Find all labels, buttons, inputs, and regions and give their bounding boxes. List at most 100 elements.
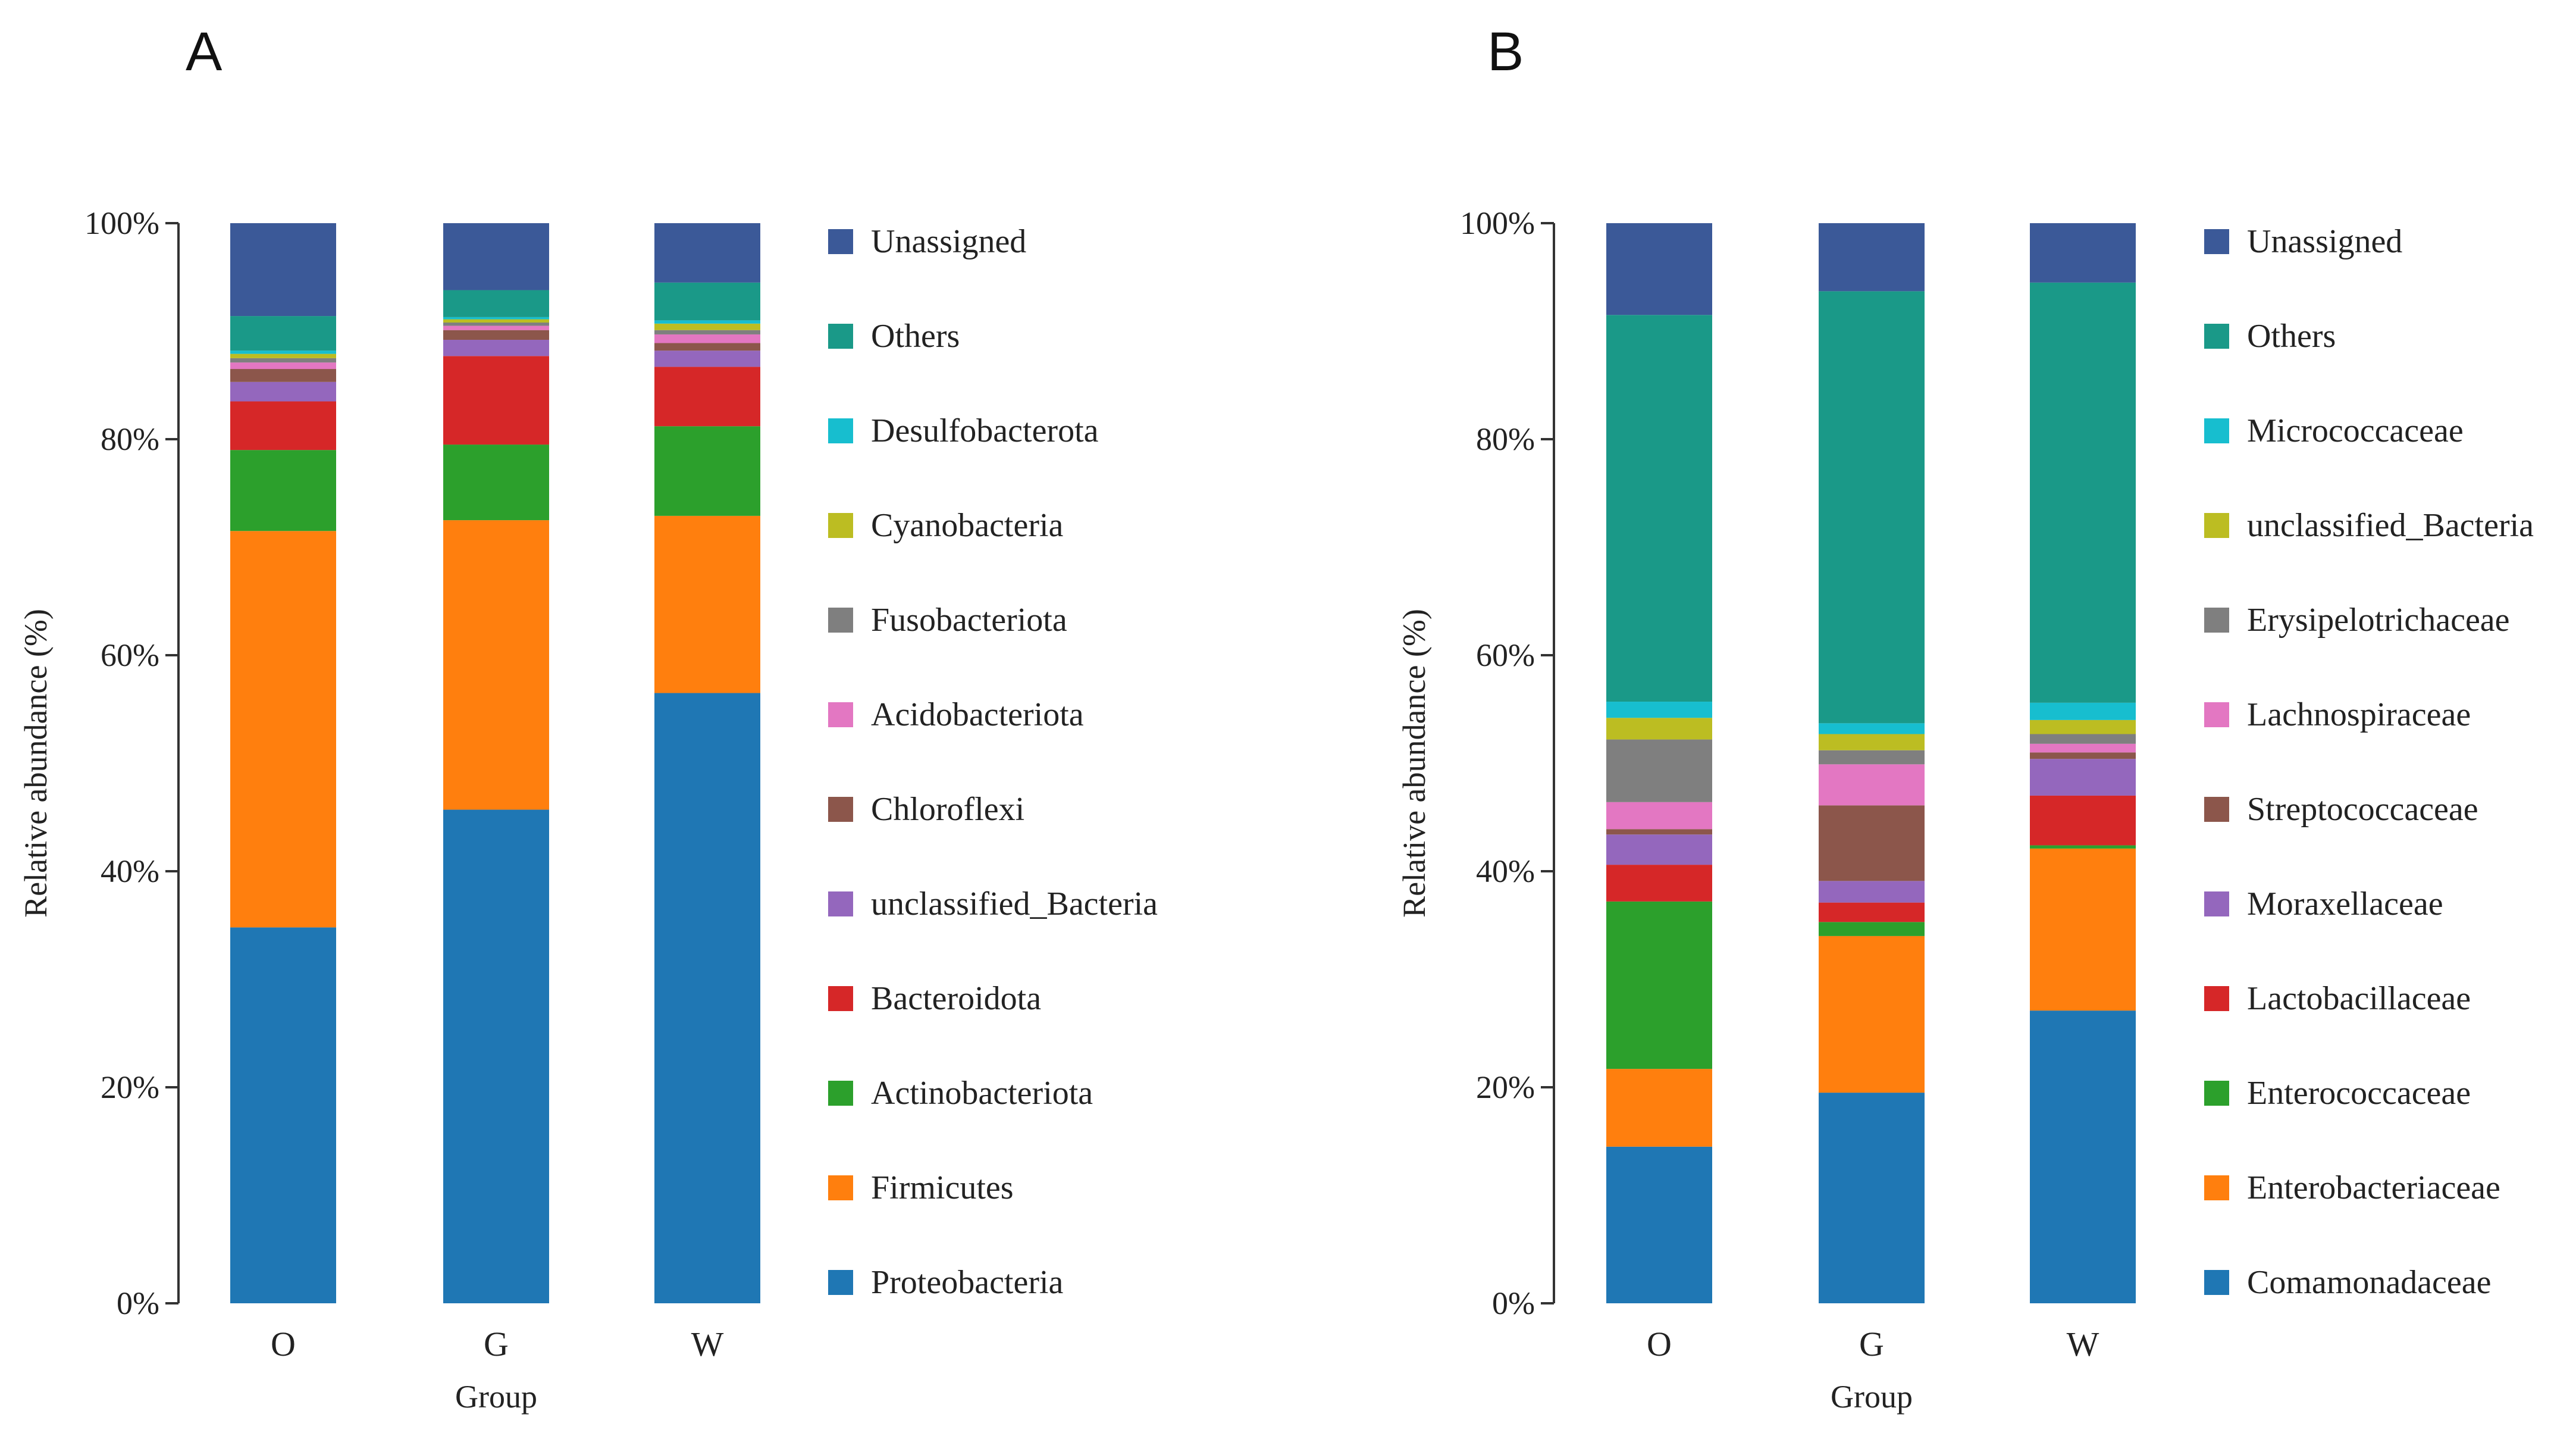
legend-item-chloroflexi: Chloroflexi [828, 791, 1024, 828]
bar-segment-g-fusobacteriota [443, 322, 549, 326]
legend: Proteobacteria Firmicutes Actinobacteriota… [828, 223, 1158, 1301]
legend-item-erysipelotrichaceae: Erysipelotrichaceae [2204, 602, 2510, 639]
legend-swatch-erysipelotrichaceae [2204, 608, 2229, 633]
bar-segment-g-enterobacteriaceae [1819, 936, 1925, 1093]
legend-item-bacteroidota: Bacteroidota [828, 980, 1041, 1017]
legend-label-erysipelotrichaceae: Erysipelotrichaceae [2247, 602, 2510, 639]
legend-item-moraxellaceae: Moraxellaceae [2204, 886, 2443, 922]
legend-label-lactobacillaceae: Lactobacillaceae [2247, 980, 2471, 1017]
legend-swatch-proteobacteria [828, 1270, 853, 1295]
legend-item-fusobacteriota: Fusobacteriota [828, 602, 1067, 639]
bar-segment-w-bacteroidota [654, 367, 760, 427]
bar-segment-w-comamonadaceae [2030, 1010, 2136, 1303]
bar-segment-o-comamonadaceae [1606, 1146, 1712, 1303]
legend-label-streptococcaceae: Streptococcaceae [2247, 791, 2478, 828]
x-category-label-w: W [691, 1325, 724, 1363]
legend-label-actinobacteriota: Actinobacteriota [871, 1075, 1093, 1112]
bar-segment-w-chloroflexi [654, 343, 760, 351]
bar-segment-w-unclassified-bacteria [654, 351, 760, 367]
legend-item-unclassified-bacteria: unclassified_Bacteria [2204, 507, 2534, 544]
legend-item-cyanobacteria: Cyanobacteria [828, 507, 1064, 544]
bar-segment-w-actinobacteriota [654, 426, 760, 516]
bar-segment-g-enterococcaceae [1819, 922, 1925, 936]
legend-swatch-moraxellaceae [2204, 891, 2229, 916]
y-tick-label: 80% [1476, 421, 1535, 457]
legend-swatch-lachnospiraceae [2204, 702, 2229, 727]
y-axis-title: Relative abundance (%) [18, 609, 54, 918]
bar-segment-o-chloroflexi [230, 369, 336, 382]
legend-swatch-unclassified-bacteria [2204, 513, 2229, 538]
y-tick-label: 0% [1492, 1285, 1535, 1321]
x-category-label-g: G [1859, 1325, 1884, 1363]
bar-segment-w-others [2030, 282, 2136, 703]
bar-segment-w-fusobacteriota [654, 330, 760, 334]
bar-segment-g-proteobacteria [443, 809, 549, 1303]
bar-segment-g-bacteroidota [443, 356, 549, 445]
legend-label-fusobacteriota: Fusobacteriota [871, 602, 1067, 639]
legend-label-others: Others [2247, 318, 2336, 355]
bar-segment-o-actinobacteriota [230, 450, 336, 531]
bar-segment-g-moraxellaceae [1819, 881, 1925, 903]
bar-segment-g-lachnospiraceae [1819, 764, 1925, 806]
legend-item-comamonadaceae: Comamonadaceae [2204, 1264, 2491, 1301]
y-tick-label: 40% [1476, 853, 1535, 889]
bar-segment-g-others [443, 290, 549, 317]
bar-segment-w-others [654, 282, 760, 321]
bar-segment-g-unclassified-bacteria [1819, 734, 1925, 750]
bar-segment-o-micrococcaceae [1606, 702, 1712, 718]
bar-segment-g-comamonadaceae [1819, 1093, 1925, 1303]
bar-segment-w-unclassified-bacteria [2030, 719, 2136, 734]
legend-item-unassigned: Unassigned [2204, 223, 2402, 260]
legend-swatch-unclassified-bacteria [828, 891, 853, 916]
bar-segment-g-desulfobacterota [443, 317, 549, 320]
legend-label-unassigned: Unassigned [2247, 223, 2402, 260]
y-tick-label: 40% [101, 853, 159, 889]
y-tick-label: 100% [1460, 205, 1535, 241]
bar-segment-g-unclassified-bacteria [443, 340, 549, 356]
bar-segment-w-firmicutes [654, 515, 760, 693]
legend-swatch-micrococcaceae [2204, 418, 2229, 443]
bar-segment-g-chloroflexi [443, 330, 549, 340]
legend-item-others: Others [828, 318, 960, 355]
bar-segment-g-unassigned [443, 223, 549, 290]
bar-segment-w-acidobacteriota [654, 334, 760, 343]
legend-swatch-others [828, 324, 853, 349]
legend-swatch-actinobacteriota [828, 1081, 853, 1106]
x-category-label-g: G [484, 1325, 509, 1363]
legend-label-unassigned: Unassigned [871, 223, 1026, 260]
chart-panel-a: 0% 20% 40% 60% 80% 100% Relative abundance (%)… [18, 205, 1158, 1415]
bar-segment-w-enterobacteriaceae [2030, 848, 2136, 1011]
bar-segment-w-unassigned [2030, 223, 2136, 283]
bar-segment-w-enterococcaceae [2030, 845, 2136, 849]
legend-item-unassigned: Unassigned [828, 223, 1026, 260]
legend-label-enterococcaceae: Enterococcaceae [2247, 1075, 2471, 1112]
bar-segment-g-cyanobacteria [443, 319, 549, 323]
bar-segment-w-micrococcaceae [2030, 702, 2136, 720]
bar-segment-o-unclassified-bacteria [1606, 718, 1712, 740]
legend-item-lactobacillaceae: Lactobacillaceae [2204, 980, 2471, 1017]
legend-label-chloroflexi: Chloroflexi [871, 791, 1024, 828]
bar-segment-o-lactobacillaceae [1606, 865, 1712, 902]
legend-swatch-bacteroidota [828, 986, 853, 1011]
x-axis-title: Group [1831, 1379, 1913, 1415]
legend-item-lachnospiraceae: Lachnospiraceae [2204, 696, 2471, 733]
legend-item-actinobacteriota: Actinobacteriota [828, 1075, 1093, 1112]
bar-segment-o-streptococcaceae [1606, 829, 1712, 835]
legend-label-proteobacteria: Proteobacteria [871, 1264, 1064, 1301]
bar-segment-o-desulfobacterota [230, 351, 336, 354]
y-tick-label: 60% [101, 637, 159, 673]
legend-label-acidobacteriota: Acidobacteriota [871, 696, 1084, 733]
y-tick-label: 100% [84, 205, 159, 241]
bar-segment-o-enterobacteriaceae [1606, 1069, 1712, 1147]
bar-segment-g-others [1819, 291, 1925, 724]
bar-segment-o-moraxellaceae [1606, 834, 1712, 865]
y-tick-label: 0% [117, 1285, 159, 1321]
legend-swatch-unassigned [828, 229, 853, 254]
legend-item-acidobacteriota: Acidobacteriota [828, 696, 1084, 733]
legend-swatch-streptococcaceae [2204, 797, 2229, 822]
bar-segment-g-acidobacteriota [443, 326, 549, 330]
bar-segment-o-acidobacteriota [230, 362, 336, 370]
legend-swatch-lactobacillaceae [2204, 986, 2229, 1011]
bar-segment-o-cyanobacteria [230, 353, 336, 358]
